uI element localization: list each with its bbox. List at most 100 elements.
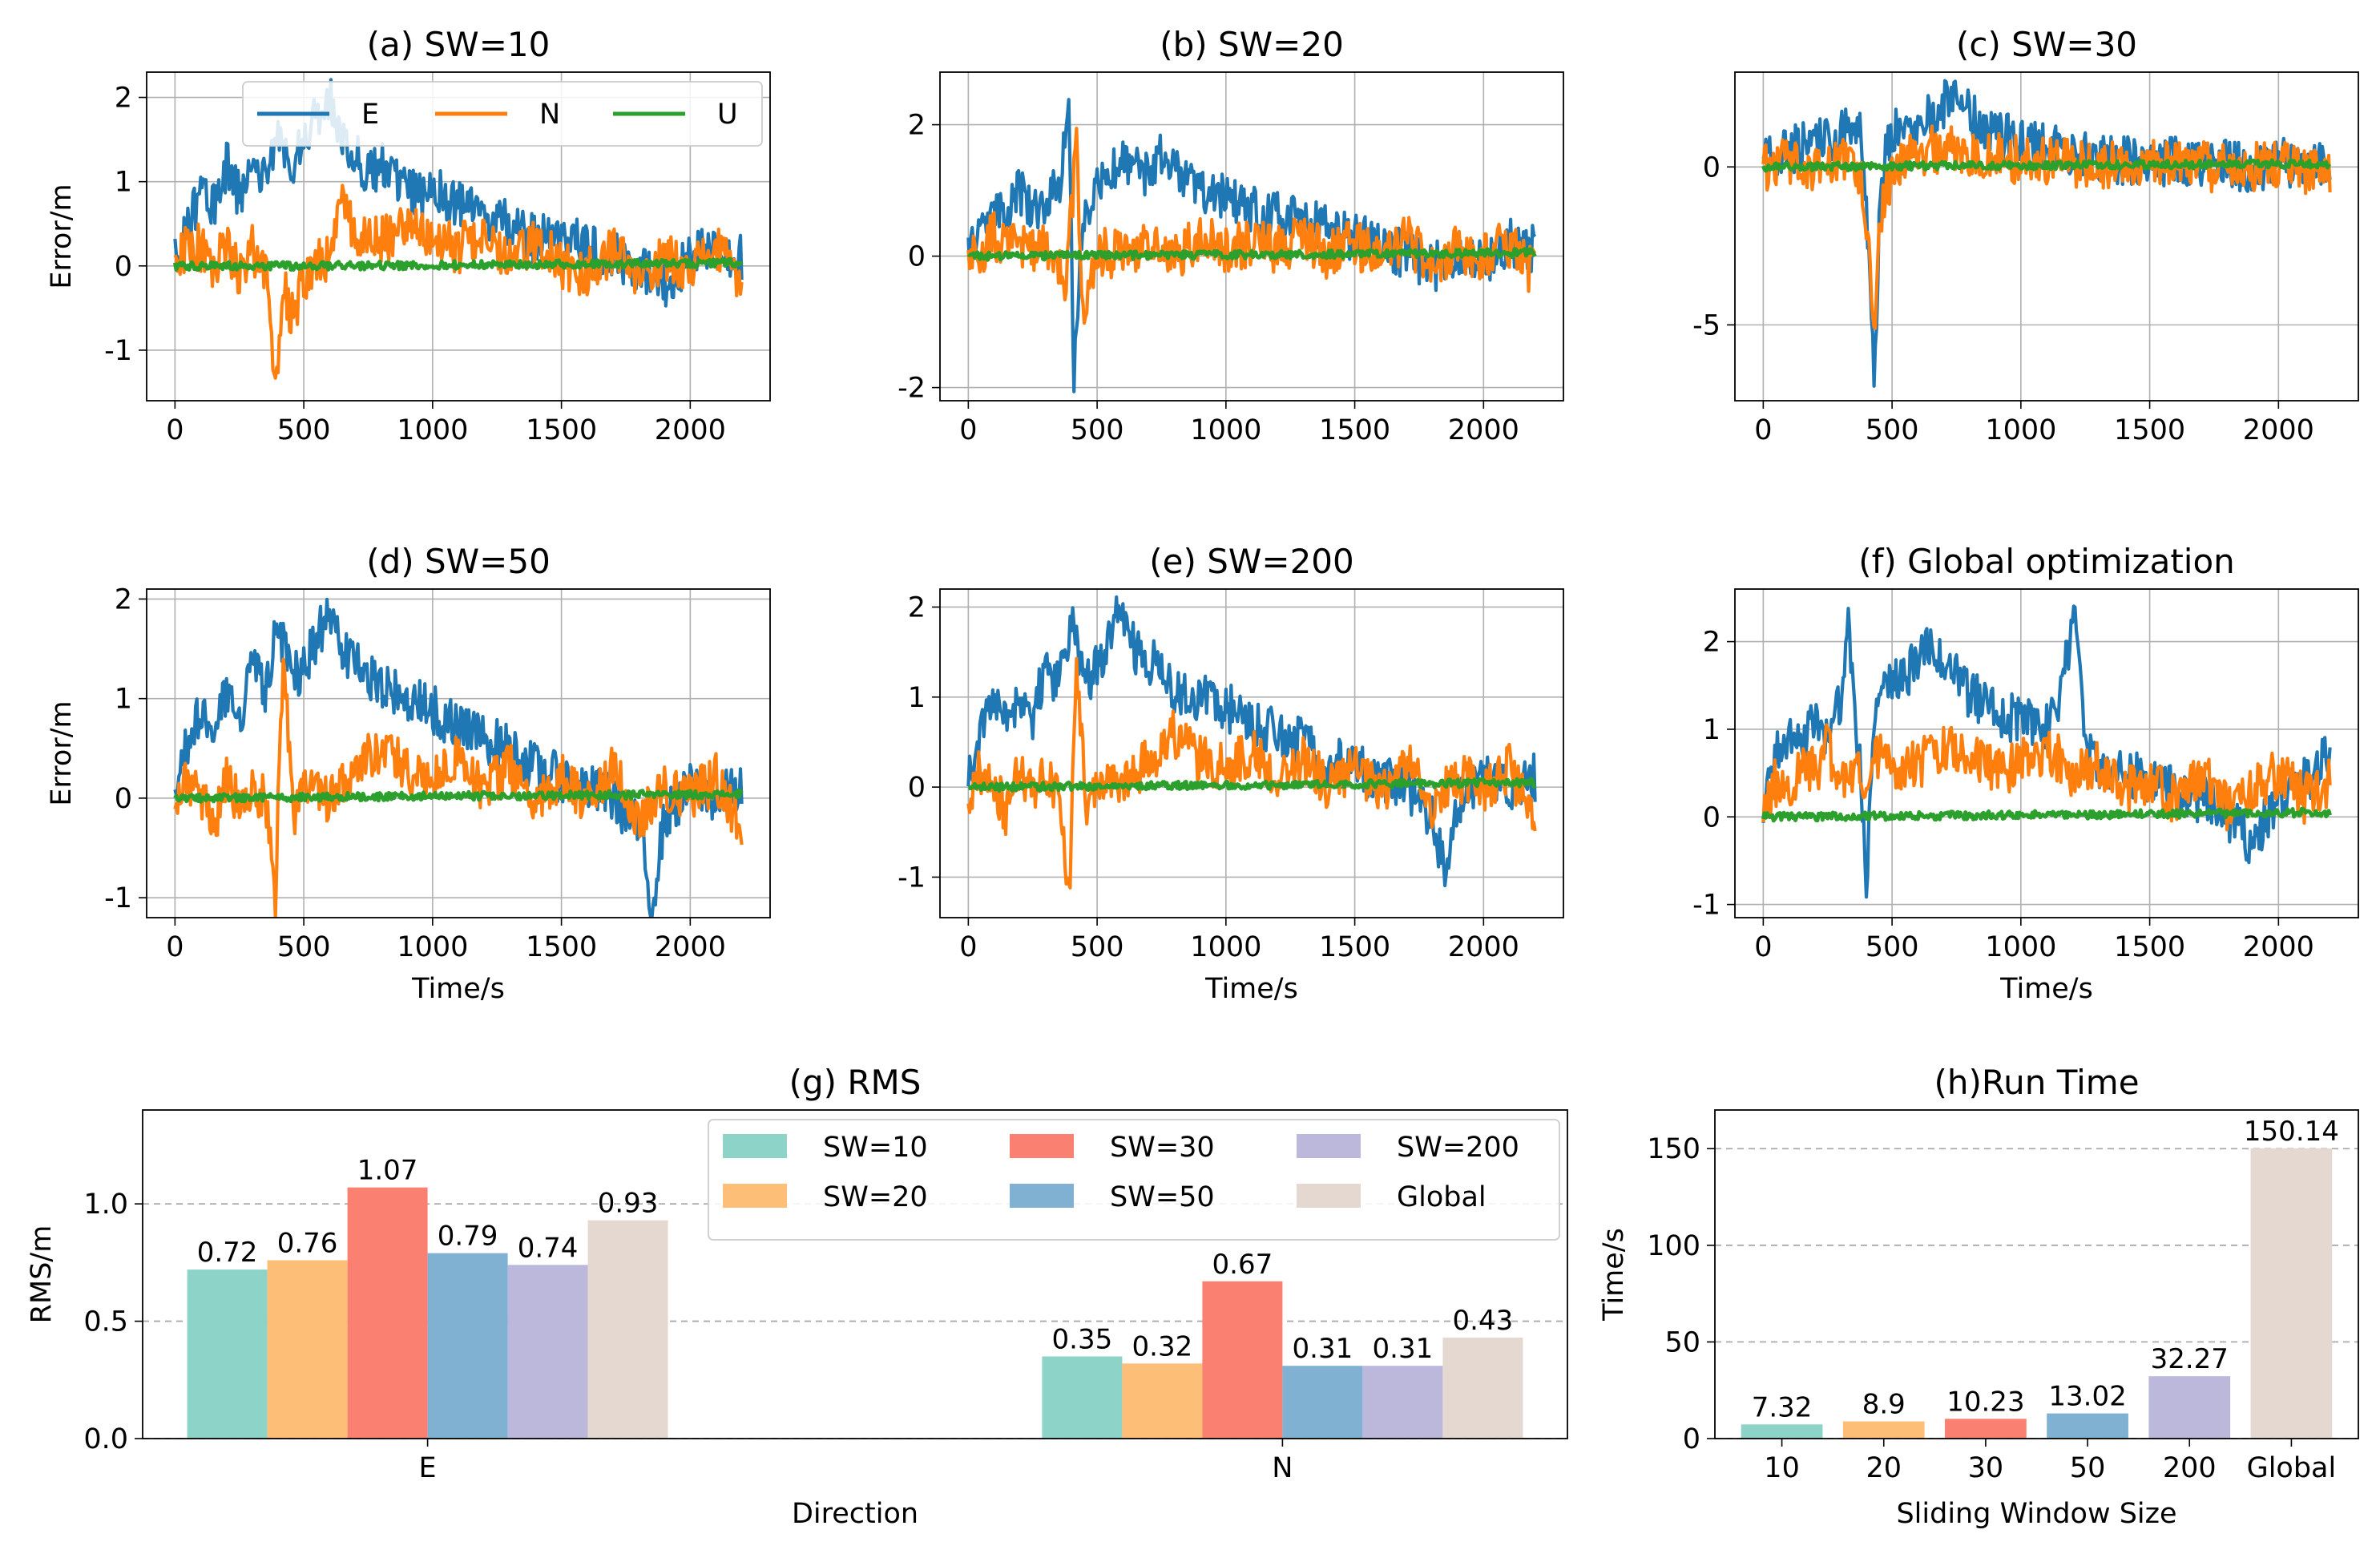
y-tick-label: -1 (104, 882, 132, 914)
y-tick-label: -1 (104, 335, 132, 367)
subplot-b: 0 500 1000 1500 2000 -2 0 2 (b) SW=20 (898, 25, 1564, 446)
y-tick-label: 1 (908, 682, 926, 714)
bar-N-SW=30 (1202, 1281, 1283, 1439)
y-tick-label: 0 (1703, 151, 1720, 184)
subplot-a: 0 500 1000 1500 2000 -1 0 1 2 (a) SW=10 Error/m E N U (46, 25, 771, 446)
series-line-U (172, 256, 744, 272)
subplot-title: (d) SW=50 (366, 542, 551, 581)
y-tick-label: -2 (898, 373, 926, 405)
legend-swatch-SW=10 (723, 1134, 787, 1158)
bar-value-label: 1.07 (357, 1155, 418, 1187)
subplot-h: 0 50 100 150 7.32 10 8.9 20 10.23 30 13.02 50 32.27 2… (1598, 1063, 2359, 1530)
y-axis-label: Error/m (46, 700, 78, 805)
legend-label-SW=20: SW=20 (823, 1181, 928, 1213)
series-line-U (1761, 806, 2333, 823)
y-tick-label: -1 (1692, 890, 1720, 922)
series-line-E (1761, 79, 2332, 388)
bar-value-label: 150.14 (2244, 1116, 2339, 1148)
bar-50 (2047, 1413, 2128, 1439)
subplot-c: 0 500 1000 1500 2000 -5 0 (c) SW=30 (1692, 25, 2359, 446)
y-tick-label: 0 (908, 241, 926, 273)
y-tick-label: 0 (115, 251, 132, 283)
x-axis-label: Time/s (1204, 973, 1298, 1005)
subplot-title: (b) SW=20 (1160, 25, 1344, 64)
y-tick-label: 2 (115, 83, 132, 115)
bar-value-label: 0.72 (197, 1237, 258, 1269)
bar-Global (2250, 1148, 2333, 1439)
x-axis-label: Time/s (1999, 973, 2093, 1005)
y-tick-label: 2 (908, 591, 926, 624)
x-tick-label: 500 (1071, 931, 1124, 963)
bar-value-label: 0.93 (598, 1188, 659, 1220)
legend-label-N: N (539, 99, 560, 131)
x-tick-label: 500 (1866, 931, 1919, 963)
x-tick-label: 500 (1071, 414, 1124, 446)
axes-frame (939, 588, 1564, 918)
bar-E-SW=20 (267, 1260, 348, 1439)
bar-N-SW=20 (1122, 1363, 1203, 1439)
y-tick-label: 0 (1703, 801, 1720, 833)
bar-value-label: 0.79 (438, 1221, 498, 1253)
y-tick-label: 2 (1703, 627, 1720, 659)
bar-N-SW=200 (1362, 1366, 1443, 1439)
legend: SW=10 SW=20 SW=30 SW=50 SW=200 Global (708, 1119, 1560, 1241)
series-line-N (966, 656, 1537, 890)
x-tick-label: 20 (1866, 1452, 1902, 1484)
bar-30 (1945, 1419, 2027, 1439)
x-tick-label: 2000 (1448, 414, 1519, 446)
bar-value-label: 0.31 (1293, 1333, 1353, 1365)
bar-N-Global (1442, 1338, 1523, 1439)
bar-E-SW=10 (187, 1269, 268, 1439)
series-line-N (173, 657, 744, 918)
y-tick-label: 1.0 (83, 1189, 128, 1221)
y-tick-label: 1 (115, 684, 132, 716)
bar-value-label: 0.43 (1453, 1305, 1514, 1337)
y-tick-label: 2 (115, 583, 132, 616)
subplot-e: 0 500 1000 1500 2000 -1 0 1 2 (e) SW=200 Time/s (898, 542, 1564, 1005)
y-axis-label: Time/s (1598, 1228, 1630, 1322)
y-tick-label: 0.0 (83, 1423, 128, 1455)
x-tick-label: 1000 (397, 414, 468, 446)
x-tick-label: 1000 (1985, 931, 2056, 963)
x-tick-label: 1000 (1190, 931, 1261, 963)
axes-frame (146, 588, 771, 918)
y-tick-label: 0.5 (83, 1306, 128, 1338)
x-tick-label: E (419, 1452, 437, 1484)
y-tick-label: 50 (1664, 1326, 1700, 1358)
y-axis-label: Error/m (46, 184, 78, 289)
y-tick-label: 0 (115, 783, 132, 815)
legend-label-E: E (361, 99, 379, 131)
y-tick-label: 0 (1683, 1423, 1700, 1455)
bar-E-SW=50 (427, 1253, 508, 1439)
axes-frame (146, 71, 771, 402)
subplot-title: (e) SW=200 (1149, 542, 1354, 581)
subplot-g: 0.0 0.5 1.0 0.72 0.76 1.07 0.79 0.74 0.93 E 0.35 0.… (26, 1063, 1568, 1530)
bar-value-label: 0.32 (1132, 1330, 1193, 1362)
bar-E-Global (587, 1220, 668, 1439)
axes-frame (1714, 1109, 2359, 1439)
y-tick-label: -5 (1692, 309, 1720, 341)
series-line-U (173, 788, 744, 804)
legend-swatch-SW=30 (1010, 1134, 1074, 1158)
series-line-E (966, 595, 1537, 888)
subplot-title: (c) SW=30 (1956, 25, 2137, 64)
y-tick-label: -1 (898, 862, 926, 894)
x-tick-label: 1500 (2114, 931, 2185, 963)
bar-N-SW=10 (1042, 1356, 1123, 1439)
x-tick-label: 1500 (526, 414, 597, 446)
bar-value-label: 8.9 (1862, 1389, 1906, 1421)
bar-10 (1741, 1424, 1823, 1439)
x-axis-label: Sliding Window Size (1896, 1498, 2176, 1530)
x-tick-label: 1000 (397, 931, 468, 963)
bar-E-SW=200 (507, 1265, 588, 1439)
bar-value-label: 10.23 (1946, 1386, 2024, 1418)
x-tick-label: 2000 (655, 931, 726, 963)
x-tick-label: 2000 (655, 414, 726, 446)
bar-200 (2148, 1376, 2231, 1439)
series-line-N (1761, 723, 2332, 832)
x-tick-label: 1500 (526, 931, 597, 963)
y-tick-label: 150 (1647, 1133, 1700, 1165)
y-tick-label: 1 (115, 167, 132, 199)
y-tick-label: 100 (1647, 1230, 1700, 1262)
